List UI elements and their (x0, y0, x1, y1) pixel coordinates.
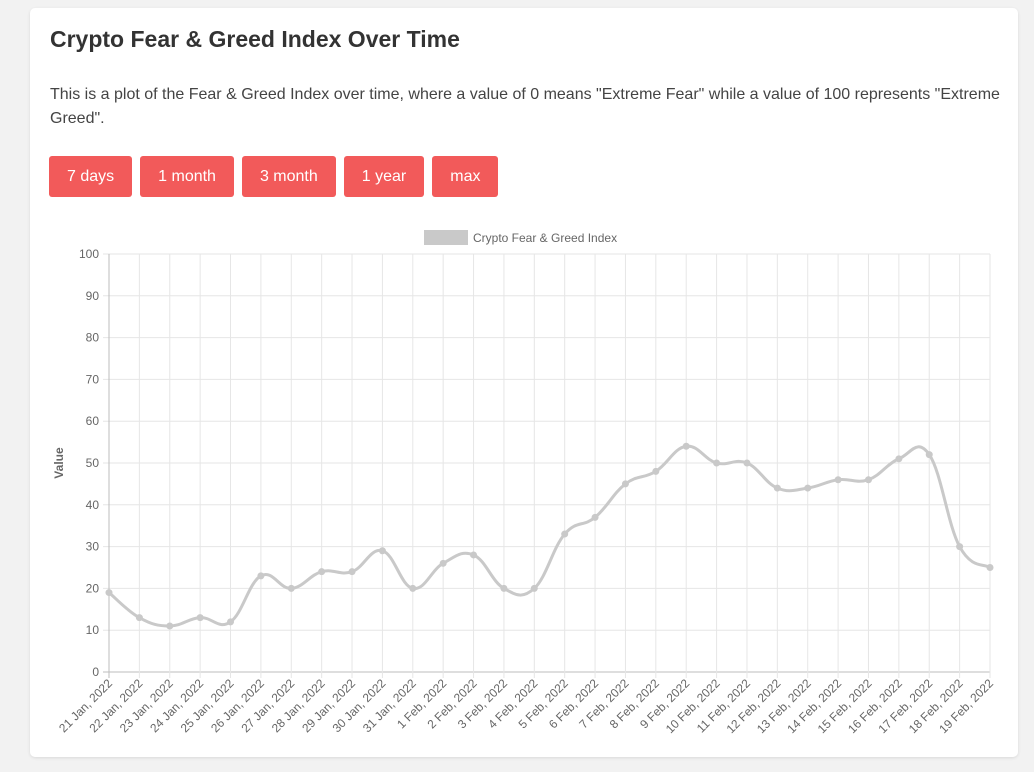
data-point (834, 476, 842, 484)
data-point (864, 476, 872, 484)
y-tick-label: 90 (86, 289, 100, 303)
y-tick-label: 20 (86, 581, 100, 595)
data-point (652, 467, 660, 475)
range-button-group: 7 days 1 month 3 month 1 year max (49, 156, 499, 197)
data-point (227, 618, 235, 626)
data-point (257, 572, 265, 580)
y-tick-label: 70 (86, 372, 100, 386)
data-point (287, 584, 295, 592)
data-point (378, 547, 386, 555)
series-line (108, 444, 991, 628)
range-max-button[interactable]: max (432, 156, 499, 197)
legend-swatch (424, 230, 468, 245)
data-point (743, 459, 751, 467)
data-point (773, 484, 781, 492)
data-point (925, 451, 933, 459)
y-tick-label: 100 (79, 247, 99, 261)
data-point (196, 614, 204, 622)
data-point (591, 513, 599, 521)
data-point (561, 530, 569, 538)
legend-label: Crypto Fear & Greed Index (473, 231, 617, 245)
data-point (348, 568, 356, 576)
y-tick-label: 0 (92, 665, 99, 679)
range-1-month-button[interactable]: 1 month (140, 156, 234, 197)
data-point (986, 564, 994, 571)
data-point (956, 543, 964, 551)
page-title: Crypto Fear & Greed Index Over Time (50, 26, 460, 52)
data-point (682, 442, 690, 450)
data-point (500, 584, 508, 592)
data-point (621, 480, 629, 488)
y-axis-title: Value (52, 447, 66, 479)
data-point (105, 589, 113, 597)
data-point (804, 484, 812, 492)
page-description: This is a plot of the Fear & Greed Index… (50, 86, 1000, 127)
data-point (530, 584, 538, 592)
y-tick-label: 50 (86, 456, 100, 470)
data-point (409, 584, 417, 592)
data-point (470, 551, 478, 559)
y-tick-label: 40 (86, 498, 100, 512)
range-7-days-button[interactable]: 7 days (49, 156, 133, 197)
y-tick-label: 80 (86, 331, 100, 345)
data-point (439, 559, 447, 567)
fear-greed-card: Crypto Fear & Greed Index Over Time This… (30, 8, 1018, 757)
range-1-year-button[interactable]: 1 year (343, 156, 425, 197)
data-point (166, 622, 174, 630)
y-tick-label: 10 (86, 623, 100, 637)
y-tick-label: 60 (86, 414, 100, 428)
y-tick-label: 30 (86, 540, 100, 554)
data-point (895, 455, 903, 463)
data-point (318, 568, 326, 576)
data-point (135, 614, 143, 622)
data-point (713, 459, 721, 467)
range-3-month-button[interactable]: 3 month (241, 156, 336, 197)
